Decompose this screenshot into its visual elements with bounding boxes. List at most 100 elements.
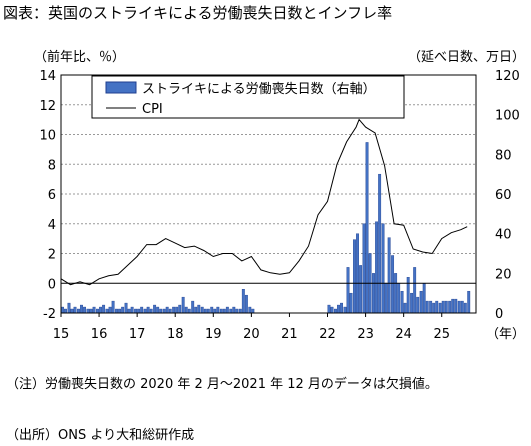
x-tick-label: 21 (281, 327, 298, 342)
bar (159, 308, 163, 314)
right-tick-label: 60 (495, 188, 512, 203)
x-tick-label: 18 (167, 327, 184, 342)
bar (353, 239, 356, 314)
bar (403, 302, 407, 314)
bar (210, 306, 214, 314)
bar (419, 290, 423, 314)
bar (83, 306, 87, 314)
bar (372, 273, 375, 314)
bar (165, 306, 169, 314)
left-tick-label: 10 (39, 129, 56, 144)
legend-line-label: CPI (142, 102, 163, 117)
grid-lines (61, 104, 476, 254)
left-tick-label: 6 (48, 188, 56, 203)
bar-series (61, 142, 471, 314)
x-tick-label: 23 (357, 327, 374, 342)
bar (73, 306, 77, 314)
bar (378, 173, 382, 314)
bar (187, 308, 191, 314)
bar (70, 308, 74, 314)
bar (191, 300, 195, 314)
right-axis-unit: （延べ日数、万日） (407, 50, 525, 65)
bar (86, 308, 90, 314)
cpi-line (60, 118, 468, 286)
right-tick-label: 100 (495, 109, 520, 124)
right-tick-label: 20 (495, 267, 512, 282)
bar (410, 292, 414, 314)
bar (200, 306, 204, 314)
bar (118, 308, 122, 314)
x-tick-label: 17 (129, 327, 146, 342)
bar (438, 302, 442, 314)
source-note: （出所）ONS より大和総研作成 (6, 428, 195, 443)
bar (229, 308, 233, 314)
right-tick-label: 0 (495, 307, 503, 322)
bar (111, 300, 115, 314)
bar (181, 296, 185, 314)
bar (168, 308, 172, 314)
bar (425, 300, 429, 314)
bar (397, 283, 401, 314)
right-axis-ticks: 0 20 40 60 80 100 120 (495, 69, 520, 322)
legend-bar-swatch (105, 81, 137, 94)
bar (225, 306, 229, 314)
bar (454, 298, 458, 314)
bar (441, 300, 445, 314)
bar (413, 267, 417, 314)
bar (343, 306, 347, 314)
bar (115, 308, 118, 314)
bar (238, 308, 242, 314)
bar (178, 304, 182, 314)
bar (99, 306, 102, 314)
bar (337, 304, 340, 314)
chart-title: 図表：英国のストライキによる労働喪失日数とインフレ率 (3, 4, 393, 22)
bar (330, 306, 334, 314)
bar (457, 300, 461, 314)
bar (463, 302, 467, 314)
bar (448, 300, 452, 314)
bar (381, 223, 385, 314)
bar (156, 306, 160, 314)
bar (124, 302, 128, 314)
line-series (60, 118, 468, 286)
bar (435, 300, 439, 314)
bar (400, 290, 404, 314)
bar (121, 306, 125, 314)
bar (222, 308, 226, 314)
x-tick-label: 20 (243, 327, 260, 342)
bar (146, 306, 150, 314)
bar (206, 308, 210, 314)
bar (102, 304, 106, 314)
bar (375, 221, 379, 314)
bar (394, 273, 398, 314)
bar (216, 306, 220, 314)
bar (92, 306, 96, 314)
x-tick-label: 22 (319, 327, 336, 342)
x-tick-label: 24 (395, 327, 412, 342)
bar (213, 308, 217, 314)
bar (444, 300, 448, 314)
bar (134, 308, 138, 314)
left-tick-label: 12 (39, 99, 56, 114)
bar (429, 300, 433, 314)
bar (162, 308, 166, 314)
bar (334, 308, 337, 314)
left-tick-label: 0 (48, 277, 56, 292)
left-tick-label: -2 (43, 307, 56, 322)
bar (349, 292, 353, 314)
bar (365, 142, 369, 314)
bar (89, 308, 93, 314)
bar (248, 306, 252, 314)
x-tick-label: 16 (91, 327, 108, 342)
bar (416, 296, 420, 314)
bar (203, 308, 207, 314)
bar (130, 306, 134, 314)
bar (77, 308, 80, 314)
bar (219, 308, 223, 314)
bar (232, 306, 236, 314)
bar (61, 306, 64, 314)
legend: ストライキによる労働喪失日数（右軸） CPI (91, 75, 405, 119)
bar (184, 306, 188, 314)
bar (137, 308, 141, 314)
